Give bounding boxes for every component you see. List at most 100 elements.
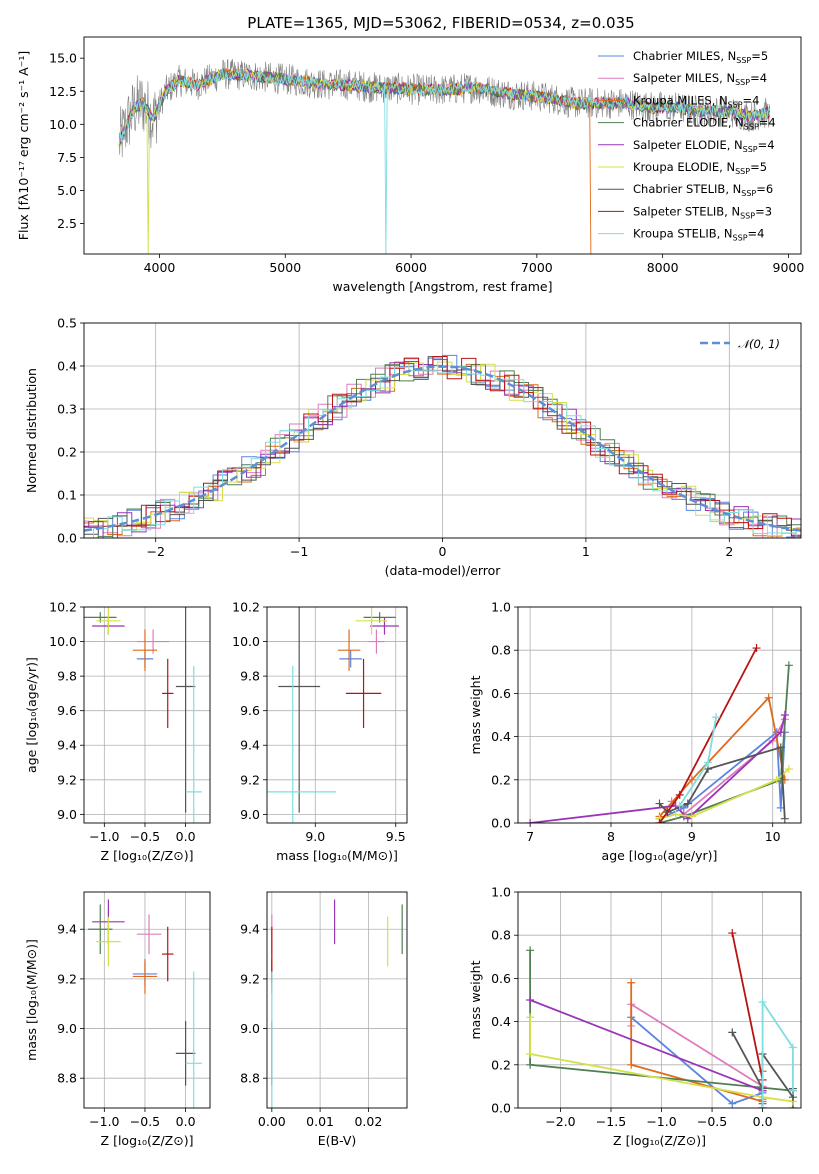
- y-axis-label: mass weight: [468, 960, 483, 1039]
- panel-mass_weight_vs_age: 7 8 9 10 0.0 0.2 0.4 0.6 0.8 1.0 age [log₁₀(age/yr…: [468, 600, 802, 863]
- plot-area: [84, 354, 801, 538]
- panel-residual_hist: −2 −1 0 1 2 0.0 0.1 0.2 0.3 0.4 0.5 (data-model)/er…: [24, 316, 802, 578]
- x-tick-label: 2: [725, 544, 733, 559]
- plot-area: [84, 607, 202, 823]
- legend-name: Kroupa ELODIE, N: [633, 160, 735, 174]
- marker-0: [728, 1099, 737, 1108]
- marker-3: [526, 1060, 535, 1069]
- x-tick-label: 0: [439, 544, 447, 559]
- legend-suffix: =5: [751, 49, 768, 63]
- x-axis-label: mass [log₁₀(M/M⊙)]: [276, 848, 398, 863]
- x-tick-label: 9: [688, 829, 696, 844]
- y-tick-label: 7.5: [57, 150, 77, 165]
- y-tick-label: 0.0: [491, 816, 511, 831]
- marker-6: [728, 1028, 737, 1037]
- legend-label: Kroupa ELODIE, NSSP=5: [633, 160, 767, 176]
- y-tick-label: 9.4: [57, 922, 77, 937]
- y-tick-label: 12.5: [49, 84, 77, 99]
- y-tick-label: 0.1: [57, 488, 77, 503]
- legend-suffix: =4: [758, 138, 775, 152]
- x-tick-label: 9.0: [305, 829, 325, 844]
- panel-mass_vs_Z: −1.0 −0.5 0.0 8.8 9.0 9.2 9.4 Z [log₁₀(Z/Z⊙)] ma…: [24, 891, 211, 1148]
- marker-6: [780, 814, 789, 823]
- marker-5: [526, 1013, 535, 1022]
- x-tick-label: −1.0: [646, 1114, 676, 1129]
- model-spectrum-3: [118, 68, 771, 145]
- y-tick-label: 9.2: [240, 772, 260, 787]
- y-tick-label: 9.4: [240, 922, 260, 937]
- legend-label: 𝒩(0, 1): [738, 337, 780, 351]
- y-axis-label: mass weight: [468, 675, 483, 754]
- y-tick-label: 0.3: [57, 402, 77, 417]
- marker-3: [784, 661, 793, 670]
- marker-4: [526, 996, 535, 1004]
- marker-5: [687, 812, 696, 821]
- y-tick-label: 0.6: [491, 971, 511, 986]
- axes-frame: [83, 891, 211, 1109]
- x-tick-label: −1.5: [596, 1114, 626, 1129]
- legend-sub: SSP: [743, 145, 758, 154]
- x-tick-label: 0.00: [258, 1114, 286, 1129]
- x-axis-label: Z [log₁₀(Z/Z⊙)]: [101, 1133, 194, 1148]
- x-tick-label: 6000: [395, 260, 427, 275]
- x-tick-label: −1: [290, 544, 308, 559]
- legend-suffix: =3: [755, 204, 772, 218]
- legend-suffix: =4: [759, 116, 776, 130]
- mass-weight-line-0: [630, 1016, 764, 1105]
- marker-6: [776, 743, 785, 752]
- x-tick-label: 0.0: [176, 829, 196, 844]
- histogram-4: [84, 359, 801, 538]
- legend-suffix: =5: [750, 160, 767, 174]
- x-tick-label: 0.0: [176, 1114, 196, 1129]
- plot-area: [118, 58, 771, 254]
- x-tick-label: −1.0: [89, 1114, 119, 1129]
- mass-weight-line-6: [658, 746, 786, 819]
- y-tick-label: 9.4: [57, 738, 77, 753]
- plot-area: [526, 929, 797, 1108]
- y-tick-label: 0.0: [491, 1101, 511, 1116]
- y-axis-label: Flux [fλ10⁻¹⁷ erg cm⁻² s⁻¹ A⁻¹]: [16, 51, 31, 240]
- legend-name: Salpeter STELIB, N: [633, 204, 740, 218]
- x-tick-label: 0.0: [753, 1114, 773, 1129]
- mass-weight-line-7: [658, 647, 758, 823]
- y-tick-label: 0.8: [491, 928, 511, 943]
- marker-2: [687, 775, 696, 784]
- axes-frame: [517, 606, 802, 824]
- legend-sub: SSP: [733, 234, 748, 243]
- x-axis-label: Z [log₁₀(Z/Z⊙)]: [613, 1133, 706, 1148]
- x-axis-label: wavelength [Angstrom, rest frame]: [332, 279, 552, 294]
- x-tick-label: −0.5: [697, 1114, 727, 1129]
- x-axis-label: (data-model)/error: [385, 563, 502, 578]
- legend-name: Chabrier STELIB, N: [633, 182, 741, 196]
- x-axis-label: Z [log₁₀(Z/Z⊙)]: [101, 848, 194, 863]
- x-axis-label: age [log₁₀(age/yr)]: [602, 848, 718, 863]
- y-tick-label: 8.8: [240, 1071, 260, 1086]
- histogram-2: [84, 361, 801, 537]
- legend-suffix: =4: [743, 93, 760, 107]
- mass-weight-line-8: [761, 999, 794, 1108]
- y-axis-label: Normed distribution: [24, 368, 39, 493]
- y-tick-label: 9.2: [57, 772, 77, 787]
- marker-6: [683, 799, 692, 808]
- legend-name: Kroupa MILES, N: [633, 93, 728, 107]
- legend-label: Kroupa MILES, NSSP=4: [633, 93, 759, 109]
- axes-frame: [266, 891, 408, 1109]
- x-tick-label: 8000: [647, 260, 679, 275]
- y-tick-label: 9.0: [240, 1021, 260, 1036]
- legend-label: Chabrier STELIB, NSSP=6: [633, 182, 773, 198]
- axes-frame: [83, 322, 802, 539]
- y-tick-label: 10.0: [49, 634, 77, 649]
- y-tick-label: 1.0: [491, 885, 511, 900]
- legend-sub: SSP: [736, 56, 751, 65]
- legend-sub: SSP: [740, 211, 755, 220]
- marker-4: [780, 711, 789, 719]
- legend-name: Chabrier ELODIE, N: [633, 116, 744, 130]
- y-tick-label: 9.6: [57, 703, 77, 718]
- y-tick-label: 9.4: [240, 738, 260, 753]
- y-tick-label: 9.0: [57, 807, 77, 822]
- gaussian-curve: [84, 365, 801, 532]
- y-tick-label: 1.0: [491, 600, 511, 615]
- marker-6: [655, 799, 664, 808]
- legend-suffix: =4: [748, 227, 765, 241]
- legend-sub: SSP: [741, 189, 756, 198]
